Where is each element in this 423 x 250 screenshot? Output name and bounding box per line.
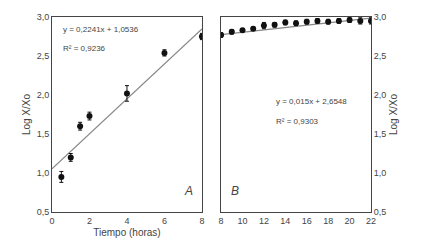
svg-text:Tiempo (horas): Tiempo (horas): [93, 227, 160, 238]
svg-text:y = 0,015x + 2,6548: y = 0,015x + 2,6548: [276, 97, 347, 106]
svg-text:0: 0: [49, 216, 54, 226]
svg-text:8: 8: [199, 216, 204, 226]
svg-text:14: 14: [280, 216, 290, 226]
svg-text:1,0: 1,0: [374, 168, 387, 178]
svg-text:18: 18: [323, 216, 333, 226]
svg-text:2,0: 2,0: [374, 90, 387, 100]
svg-text:1,5: 1,5: [37, 129, 50, 139]
svg-text:0,5: 0,5: [374, 207, 387, 217]
svg-text:1,5: 1,5: [374, 129, 387, 139]
svg-text:20: 20: [345, 216, 355, 226]
svg-text:12: 12: [259, 216, 269, 226]
svg-text:A: A: [184, 184, 193, 198]
svg-text:2,0: 2,0: [37, 90, 50, 100]
svg-text:22: 22: [366, 216, 376, 226]
svg-text:3,0: 3,0: [37, 12, 50, 22]
svg-text:1,0: 1,0: [37, 168, 50, 178]
svg-text:2,5: 2,5: [374, 51, 387, 61]
svg-text:10: 10: [237, 216, 247, 226]
svg-text:B: B: [231, 184, 239, 198]
svg-text:8: 8: [219, 216, 224, 226]
svg-text:6: 6: [162, 216, 167, 226]
svg-text:y = 0,2241x + 1,0536: y = 0,2241x + 1,0536: [63, 25, 139, 34]
svg-text:3,0: 3,0: [374, 12, 387, 22]
svg-text:2,5: 2,5: [37, 51, 50, 61]
svg-text:Log X/Xo: Log X/Xo: [21, 93, 32, 135]
svg-text:R² = 0,9236: R² = 0,9236: [63, 44, 106, 53]
svg-text:0,5: 0,5: [37, 207, 50, 217]
svg-text:4: 4: [124, 216, 129, 226]
svg-text:16: 16: [302, 216, 312, 226]
svg-text:Log X/Xo: Log X/Xo: [388, 93, 399, 135]
svg-text:R² = 0,9303: R² = 0,9303: [276, 117, 319, 126]
svg-text:2: 2: [87, 216, 92, 226]
